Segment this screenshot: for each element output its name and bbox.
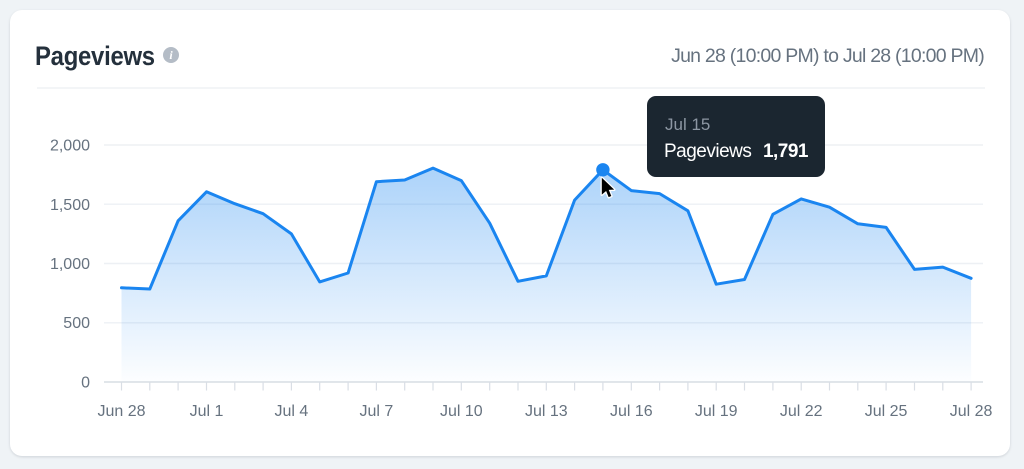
svg-text:Jul 25: Jul 25 bbox=[865, 403, 908, 420]
svg-text:1,500: 1,500 bbox=[50, 197, 90, 214]
svg-text:Jul 4: Jul 4 bbox=[275, 403, 309, 420]
svg-text:1,000: 1,000 bbox=[50, 256, 90, 273]
svg-text:2,000: 2,000 bbox=[50, 138, 90, 155]
svg-text:Jul 1: Jul 1 bbox=[190, 403, 224, 420]
svg-text:Jul 19: Jul 19 bbox=[695, 403, 738, 420]
svg-text:Jul 10: Jul 10 bbox=[440, 403, 483, 420]
svg-text:Jul 7: Jul 7 bbox=[360, 403, 394, 420]
svg-text:0: 0 bbox=[81, 375, 90, 392]
svg-text:Jul 13: Jul 13 bbox=[525, 403, 568, 420]
svg-text:500: 500 bbox=[63, 315, 90, 332]
svg-text:Jul 22: Jul 22 bbox=[780, 403, 823, 420]
svg-text:Jul 16: Jul 16 bbox=[610, 403, 653, 420]
svg-text:Jun 28: Jun 28 bbox=[97, 403, 145, 420]
svg-text:Jul 28: Jul 28 bbox=[950, 403, 993, 420]
